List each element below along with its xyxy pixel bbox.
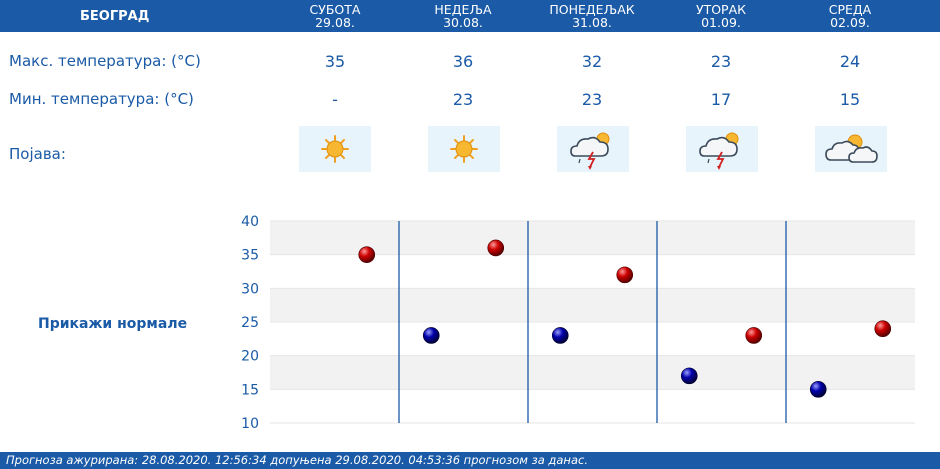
grid-band [270,254,915,289]
day-header-5: СРЕДА 02.09. [790,3,910,29]
day-name: СРЕДА [828,2,872,17]
day-date: 29.08. [315,15,355,30]
sun-icon [299,126,371,172]
y-tick-label: 10 [241,416,259,432]
max-temp-point[interactable] [874,320,892,338]
day-header-2: НЕДЕЉА 30.08. [403,3,523,29]
day-header-1: СУБОТА 29.08. [275,3,395,29]
min-temp-point[interactable] [680,367,698,385]
y-tick-label: 35 [241,248,259,264]
forecast-footer: Прогноза ажурирана: 28.08.2020. 12:56:34… [0,452,940,469]
max-temp-value: 24 [839,52,861,71]
y-tick-label: 30 [241,281,259,297]
day-header-4: УТОРАК 01.09. [661,3,781,29]
y-tick-label: 40 [241,214,259,230]
max-temp-value: 35 [324,52,346,71]
day-name: НЕДЕЉА [434,2,492,17]
min-temp-point[interactable] [551,327,569,344]
day-name: СУБОТА [309,2,361,17]
max-temp-point[interactable] [487,239,505,257]
show-normals-link[interactable]: Прикажи нормале [38,316,188,332]
y-tick-label: 15 [241,382,259,398]
sun-icon [428,126,500,172]
thunderstorm-icon [686,126,758,172]
min-temp-value: 15 [839,90,861,109]
thunderstorm-icon [557,126,629,172]
day-date: 02.09. [830,15,870,30]
max-temp-point[interactable] [358,246,376,263]
day-name: ПОНЕДЕЉАК [549,2,635,17]
grid-band [270,221,915,255]
day-name: УТОРАК [695,2,747,17]
min-temp-value: 17 [710,90,732,109]
grid-band [270,355,915,390]
max-temp-value: 36 [452,52,474,71]
grid-band [270,288,915,322]
forecast-header: БЕОГРАД СУБОТА 29.08. НЕДЕЉА 30.08. ПОНЕ… [0,0,940,32]
min-temp-value: - [332,90,338,109]
y-tick-label: 25 [241,315,259,331]
grid-band [270,389,915,423]
min-temp-value: 23 [452,90,474,109]
day-date: 01.09. [701,15,741,30]
y-tick-label: 20 [241,349,259,365]
grid-band [270,322,915,356]
min-temp-point[interactable] [422,327,440,344]
min-temp-point[interactable] [809,381,827,398]
max-temp-value: 32 [581,52,603,71]
min-temp-value: 23 [581,90,603,109]
max-temp-value: 23 [710,52,732,71]
phenomenon-label: Појава: [9,145,66,163]
partly-cloudy-icon [815,126,887,172]
max-temp-point[interactable] [745,327,763,344]
day-date: 31.08. [572,15,612,30]
min-temp-label: Мин. температура: (°C) [9,90,194,108]
forecast-update-text: Прогноза ажурирана: 28.08.2020. 12:56:34… [6,453,588,467]
city-name: БЕОГРАД [80,9,150,24]
day-date: 30.08. [443,15,483,30]
max-temp-point[interactable] [616,266,634,284]
day-header-3: ПОНЕДЕЉАК 31.08. [532,3,652,29]
max-temp-label: Макс. температура: (°C) [9,52,201,70]
